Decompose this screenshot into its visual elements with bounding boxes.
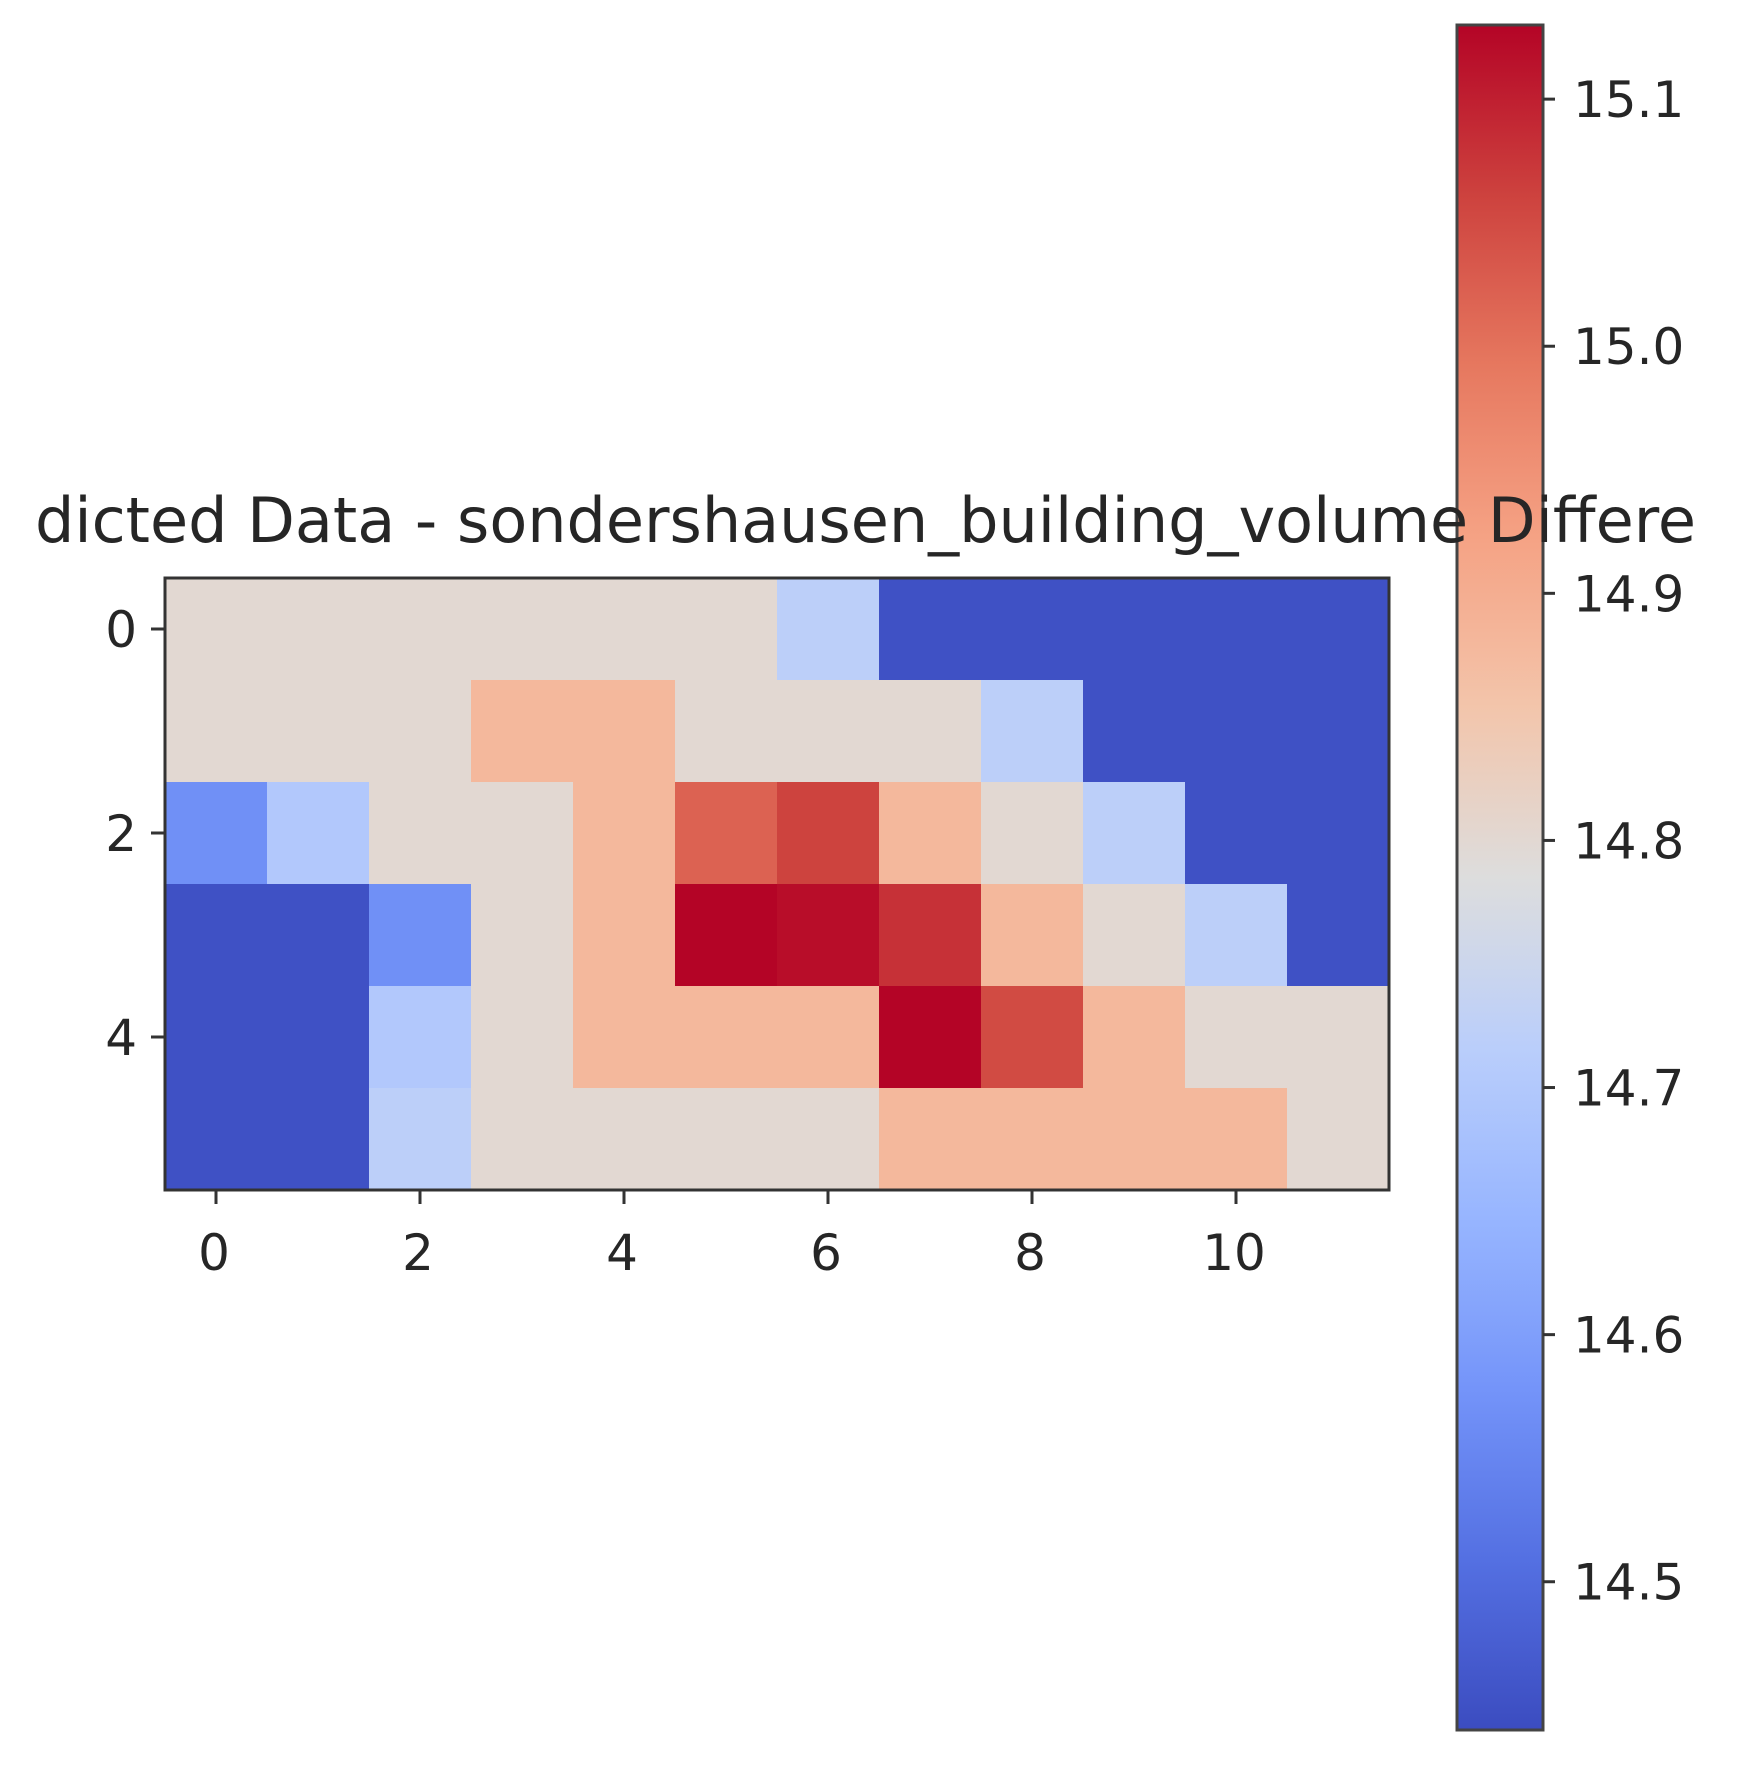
heatmap-cell (165, 986, 268, 1089)
heatmap-cell (1083, 578, 1186, 681)
heatmap-cell (369, 884, 472, 987)
x-tick-label: 2 (402, 1224, 434, 1282)
heatmap-cell (165, 884, 268, 987)
heatmap-cell (675, 578, 778, 681)
heatmap-cell (369, 782, 472, 885)
heatmap-cell (777, 680, 880, 783)
heatmap-cell (981, 680, 1084, 783)
heatmap-cell (1287, 782, 1390, 885)
colorbar-gradient (1455, 23, 1545, 1732)
heatmap-cell (165, 1088, 268, 1191)
heatmap-cell (675, 680, 778, 783)
heatmap-cell (1287, 578, 1390, 681)
heatmap-cell (267, 680, 370, 783)
heatmap-cell (471, 1088, 574, 1191)
heatmap-cell (471, 578, 574, 681)
x-tick-label: 8 (1014, 1224, 1046, 1282)
x-tick-label: 0 (198, 1224, 230, 1282)
heatmap-cell (165, 680, 268, 783)
heatmap-cell (1083, 986, 1186, 1089)
heatmap-cell (1083, 884, 1186, 987)
heatmap-cell (573, 782, 676, 885)
heatmap-cell (981, 578, 1084, 681)
heatmap-cell (1083, 680, 1186, 783)
heatmap-cell (1185, 782, 1288, 885)
heatmap-cell (369, 1088, 472, 1191)
heatmap-cell (879, 1088, 982, 1191)
heatmap-cell (981, 1088, 1084, 1191)
heatmap-cell (1185, 578, 1288, 681)
x-tick-label: 10 (1202, 1224, 1266, 1282)
heatmap-cell (675, 884, 778, 987)
heatmap-cell (777, 782, 880, 885)
heatmap-cell (267, 782, 370, 885)
heatmap-cells (165, 578, 1390, 1191)
heatmap-cell (267, 1088, 370, 1191)
heatmap-cell (471, 986, 574, 1089)
heatmap-cell (879, 986, 982, 1089)
heatmap-cell (981, 884, 1084, 987)
chart-title: dicted Data - sondershausen_building_vol… (35, 484, 1696, 557)
heatmap-cell (879, 884, 982, 987)
heatmap-cell (1185, 884, 1288, 987)
heatmap-cell (471, 884, 574, 987)
axes: 0 2 4 6 8 10 0 2 4 (105, 601, 1266, 1282)
heatmap-cell (1287, 986, 1390, 1089)
heatmap-cell (879, 782, 982, 885)
colorbar-tick-label: 14.9 (1573, 565, 1684, 623)
heatmap-cell (1287, 1088, 1390, 1191)
x-tick-label: 4 (606, 1224, 638, 1282)
heatmap-cell (981, 986, 1084, 1089)
colorbar-tick-label: 15.0 (1573, 318, 1684, 376)
heatmap-cell (1185, 1088, 1288, 1191)
heatmap-cell (777, 1088, 880, 1191)
y-tick-label: 4 (105, 1009, 137, 1067)
heatmap-cell (573, 1088, 676, 1191)
heatmap-cell (879, 680, 982, 783)
heatmap-cell (879, 578, 982, 681)
plot-frame (163, 576, 1391, 1192)
colorbar-tick-label: 14.5 (1573, 1554, 1684, 1612)
heatmap-cell (675, 782, 778, 885)
colorbar-tick-label: 15.1 (1573, 71, 1684, 129)
heatmap-cell (369, 680, 472, 783)
heatmap-cell (573, 578, 676, 681)
heatmap-cell (267, 986, 370, 1089)
heatmap-cell (1083, 1088, 1186, 1191)
heatmap-cell (267, 884, 370, 987)
heatmap-cell (471, 782, 574, 885)
heatmap-cell (1185, 680, 1288, 783)
heatmap-cell (675, 1088, 778, 1191)
colorbar-tick-label: 14.8 (1573, 812, 1684, 870)
heatmap-cell (165, 782, 268, 885)
heatmap-cell (1185, 986, 1288, 1089)
x-tick-label: 6 (810, 1224, 842, 1282)
heatmap-cell (1287, 680, 1390, 783)
heatmap-cell (981, 782, 1084, 885)
heatmap-cell (165, 578, 268, 681)
heatmap-cell (369, 578, 472, 681)
heatmap-cell (777, 578, 880, 681)
heatmap-cell (573, 884, 676, 987)
heatmap-cell (1083, 782, 1186, 885)
colorbar: 14.5 14.6 14.7 14.8 14.9 15.0 15.1 (1455, 23, 1684, 1732)
heatmap-cell (573, 680, 676, 783)
heatmap-cell (369, 986, 472, 1089)
colorbar-tick-label: 14.7 (1573, 1060, 1684, 1118)
heatmap-cell (573, 986, 676, 1089)
heatmap-cell (777, 986, 880, 1089)
heatmap-cell (471, 680, 574, 783)
heatmap-cell (777, 884, 880, 987)
heatmap-cell (267, 578, 370, 681)
colorbar-tick-label: 14.6 (1573, 1307, 1684, 1365)
heatmap-cell (1287, 884, 1390, 987)
y-tick-label: 0 (105, 601, 137, 659)
heatmap-cell (675, 986, 778, 1089)
y-tick-label: 2 (105, 805, 137, 863)
